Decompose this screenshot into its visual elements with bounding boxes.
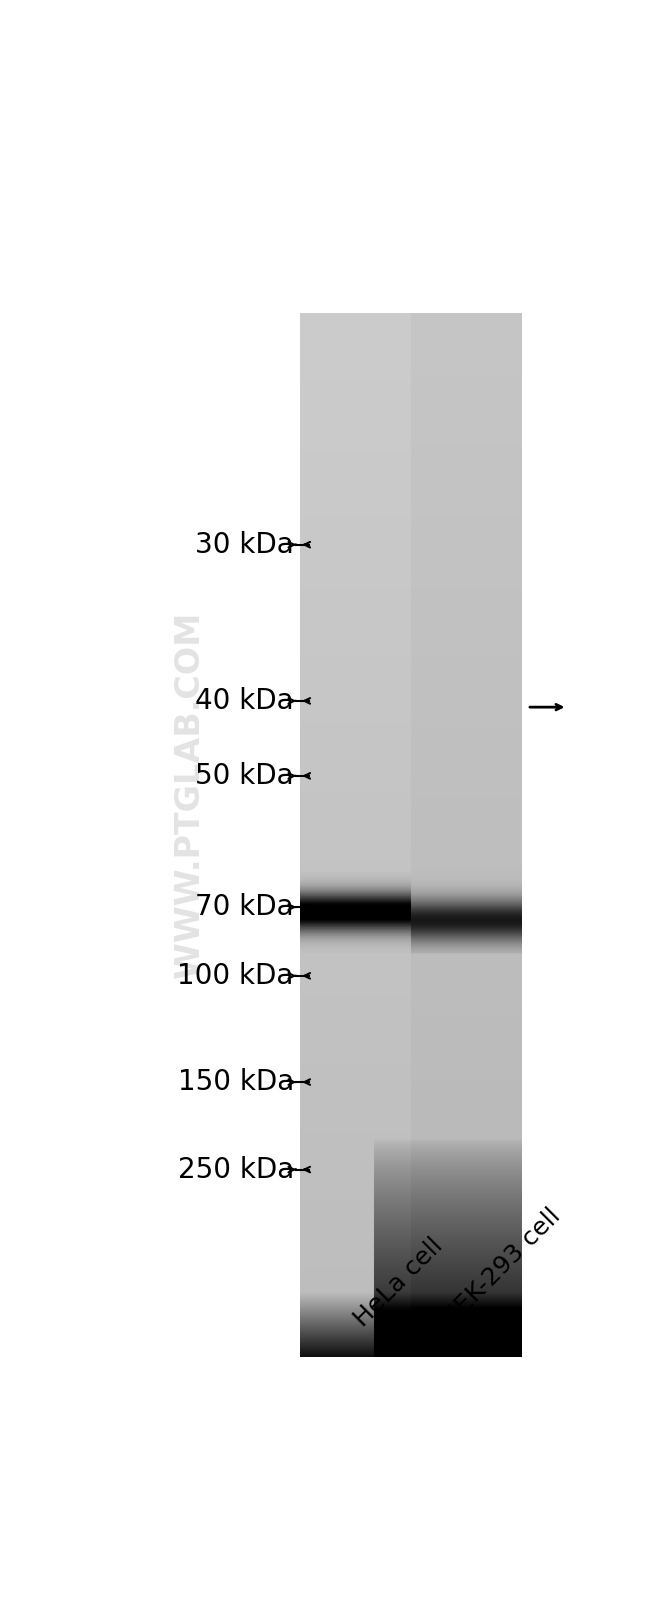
Text: 50 kDa: 50 kDa	[195, 761, 294, 790]
Text: 70 kDa: 70 kDa	[195, 893, 294, 922]
Text: 30 kDa: 30 kDa	[195, 531, 294, 558]
Text: 150 kDa: 150 kDa	[177, 1068, 294, 1096]
Text: 100 kDa: 100 kDa	[177, 962, 294, 990]
Text: 250 kDa: 250 kDa	[177, 1156, 294, 1183]
Text: 40 kDa: 40 kDa	[195, 687, 294, 714]
Text: WWW.PTGLAB.COM: WWW.PTGLAB.COM	[173, 612, 206, 977]
Text: HEK-293 cell: HEK-293 cell	[438, 1204, 566, 1332]
Text: HeLa cell: HeLa cell	[349, 1233, 447, 1332]
